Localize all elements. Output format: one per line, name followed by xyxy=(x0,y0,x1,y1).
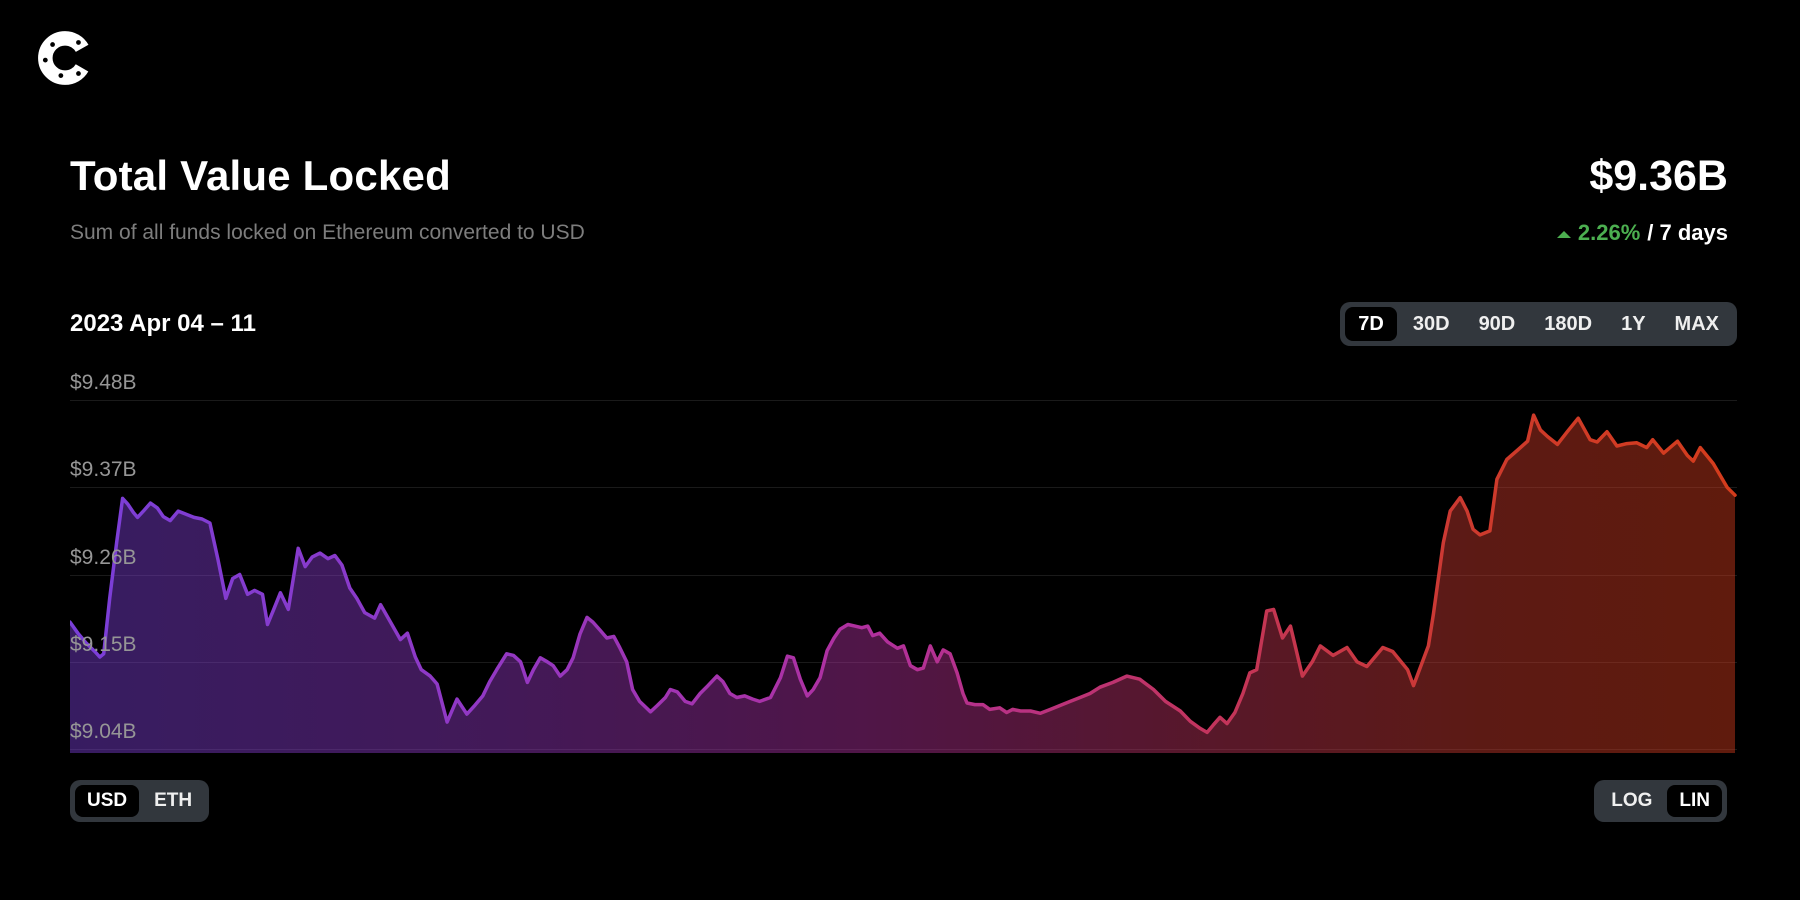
range-button-7d[interactable]: 7D xyxy=(1345,307,1397,341)
tvl-chart[interactable]: $9.48B $9.37B $9.26B $9.15B $9.04B xyxy=(70,371,1737,753)
change-period: / 7 days xyxy=(1647,220,1728,245)
chart-footer: USD ETH LOG LIN xyxy=(70,780,1727,822)
currency-button-eth[interactable]: ETH xyxy=(142,785,204,817)
range-button-180d[interactable]: 180D xyxy=(1531,307,1605,341)
logo-dot xyxy=(58,73,64,78)
gridline xyxy=(70,400,1737,401)
page-subtitle: Sum of all funds locked on Ethereum conv… xyxy=(70,221,585,244)
range-button-90d[interactable]: 90D xyxy=(1466,307,1529,341)
gridline xyxy=(70,487,1737,489)
y-axis-tick-label: $9.15B xyxy=(70,632,137,656)
area-fill xyxy=(70,415,1735,753)
brand-logo[interactable] xyxy=(36,28,94,88)
header-row: Total Value Locked $9.36B xyxy=(70,152,1728,201)
scale-toggle: LOG LIN xyxy=(1594,780,1727,822)
change-percent: 2.26% xyxy=(1577,220,1641,245)
y-axis-tick-label: $9.04B xyxy=(70,720,137,743)
y-axis-tick-label: $9.26B xyxy=(70,545,137,569)
up-arrow-icon xyxy=(1556,230,1571,238)
y-axis-tick-label: $9.37B xyxy=(70,458,137,482)
logo-dot xyxy=(76,40,81,45)
scale-button-lin[interactable]: LIN xyxy=(1667,785,1722,817)
currency-button-usd[interactable]: USD xyxy=(75,785,140,817)
chart-toolbar: 2023 Apr 04 – 11 7D 30D 90D 180D 1Y MAX xyxy=(70,300,1737,348)
series-line xyxy=(70,413,1737,735)
page-title: Total Value Locked xyxy=(70,152,451,199)
logo-dot xyxy=(50,42,55,47)
tvl-value: $9.36B xyxy=(1589,152,1728,200)
logo-dot xyxy=(76,71,81,76)
range-button-max[interactable]: MAX xyxy=(1662,307,1732,341)
range-button-30d[interactable]: 30D xyxy=(1400,307,1463,341)
date-range-label: 2023 Apr 04 – 11 xyxy=(70,310,256,337)
gridline xyxy=(70,574,1737,576)
currency-toggle: USD ETH xyxy=(70,780,210,822)
subheader-row: Sum of all funds locked on Ethereum conv… xyxy=(70,220,1728,246)
change-indicator: 2.26% / 7 days xyxy=(1556,220,1728,246)
scale-button-log[interactable]: LOG xyxy=(1599,785,1664,817)
range-button-1y[interactable]: 1Y xyxy=(1608,307,1658,341)
logo-dot xyxy=(42,57,48,63)
time-range-selector: 7D 30D 90D 180D 1Y MAX xyxy=(1340,302,1737,346)
tvl-area-series[interactable] xyxy=(70,400,1737,753)
y-axis-tick-label: $9.48B xyxy=(70,371,137,394)
